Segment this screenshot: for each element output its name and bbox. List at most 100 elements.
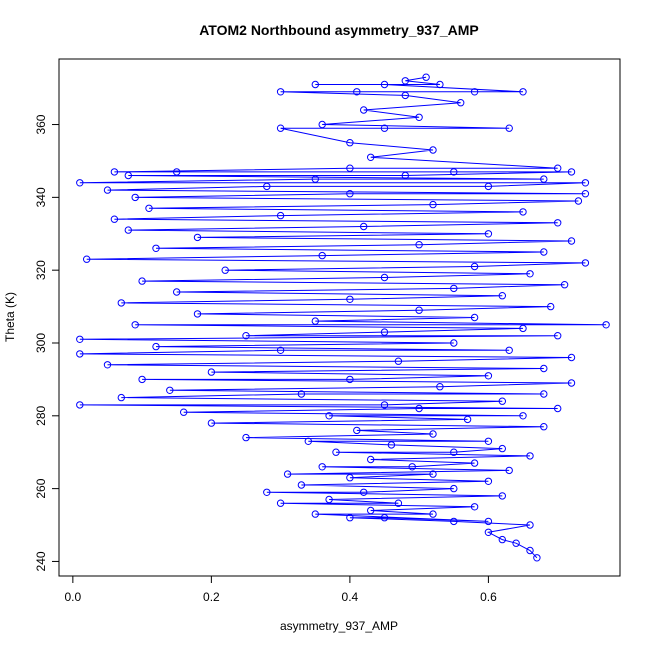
data-point [498, 292, 506, 300]
data-point [450, 517, 458, 526]
data-point [380, 124, 389, 132]
x-tick-label: 0.2 [203, 590, 220, 604]
data-point [554, 164, 562, 172]
data-point [567, 237, 576, 245]
data-point [297, 481, 306, 489]
data-point [484, 372, 493, 380]
data-point [276, 124, 285, 132]
data-point [450, 284, 458, 293]
data-point [353, 426, 361, 435]
data-point [131, 321, 139, 329]
x-tick-label: 0.4 [342, 590, 359, 604]
data-point [318, 120, 326, 129]
data-point [380, 80, 389, 89]
data-point [297, 390, 306, 398]
data-point [560, 281, 569, 289]
data-point [498, 397, 506, 405]
data-point [380, 328, 389, 336]
data-point [124, 171, 133, 180]
data-point [498, 492, 506, 500]
data-point [367, 153, 375, 162]
data-point [581, 179, 590, 187]
data-point [325, 412, 333, 420]
data-series [76, 73, 610, 562]
data-point [311, 317, 319, 325]
data-point [554, 404, 562, 413]
data-point [152, 244, 160, 253]
y-tick-label: 260 [34, 478, 48, 498]
data-point [540, 423, 548, 431]
chart-title: ATOM2 Northbound asymmetry_937_AMP [199, 22, 479, 38]
data-point [429, 470, 437, 478]
data-point [519, 412, 527, 420]
data-point [276, 346, 285, 354]
data-point [547, 302, 555, 311]
data-point [242, 433, 250, 442]
data-point [450, 339, 458, 347]
data-point [207, 419, 216, 427]
data-point [505, 466, 513, 475]
data-point [145, 204, 153, 213]
y-tick-label: 280 [34, 405, 48, 425]
data-point [484, 230, 493, 238]
data-point [138, 375, 146, 384]
data-point [526, 546, 534, 555]
data-point [422, 73, 430, 81]
data-point [311, 80, 319, 89]
data-point [380, 273, 389, 282]
data-point [533, 554, 541, 562]
data-point [484, 437, 493, 445]
data-point [367, 455, 375, 464]
data-point [401, 171, 409, 180]
y-axis: 240 260 280 300 320 340 360 [34, 114, 59, 571]
data-point [519, 208, 527, 216]
data-point [346, 295, 354, 303]
data-point [325, 495, 333, 504]
data-point [484, 477, 493, 485]
data-point [526, 521, 534, 529]
data-point [353, 88, 361, 96]
data-point [581, 259, 590, 267]
data-point [436, 383, 444, 391]
data-point [276, 211, 285, 220]
data-point [263, 488, 271, 496]
data-point [110, 168, 119, 176]
data-point [540, 364, 548, 373]
data-point [173, 288, 181, 296]
data-point [415, 113, 423, 122]
data-point [346, 514, 354, 522]
y-tick-label: 300 [34, 333, 48, 353]
data-point [450, 168, 458, 176]
y-axis-label: Theta (K) [3, 292, 17, 342]
y-tick-label: 360 [34, 114, 48, 134]
data-point [276, 499, 285, 507]
data-point [470, 459, 479, 467]
data-point [401, 77, 409, 85]
data-point [457, 99, 465, 107]
y-tick-label: 240 [34, 551, 48, 571]
data-point [519, 324, 527, 333]
data-point [463, 415, 472, 424]
data-point [505, 346, 513, 354]
data-point [318, 463, 326, 471]
data-point [207, 368, 216, 376]
data-point [380, 514, 389, 522]
x-tick-label: 0.0 [65, 590, 82, 604]
data-point [429, 200, 437, 209]
data-point [505, 124, 513, 132]
data-point [498, 444, 506, 453]
data-point [540, 390, 548, 398]
data-point [519, 88, 527, 96]
data-point [193, 310, 202, 318]
data-point [567, 168, 576, 176]
y-tick-label: 340 [34, 187, 48, 207]
data-point [103, 361, 112, 369]
data-point [387, 441, 396, 449]
data-point [263, 182, 271, 191]
data-point [415, 241, 423, 249]
data-point [498, 535, 506, 544]
data-point [360, 106, 368, 114]
data-point [567, 379, 576, 387]
x-axis-label: asymmetry_937_AMP [280, 619, 398, 633]
